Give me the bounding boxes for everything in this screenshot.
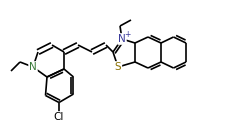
Text: S: S	[115, 62, 121, 72]
Text: S: S	[115, 62, 121, 72]
Text: N: N	[29, 62, 37, 72]
Text: N: N	[118, 34, 126, 44]
Text: N: N	[29, 62, 37, 72]
Text: N: N	[118, 34, 126, 44]
Text: Cl: Cl	[54, 112, 64, 122]
Text: Cl: Cl	[54, 112, 64, 122]
Text: +: +	[124, 29, 130, 38]
